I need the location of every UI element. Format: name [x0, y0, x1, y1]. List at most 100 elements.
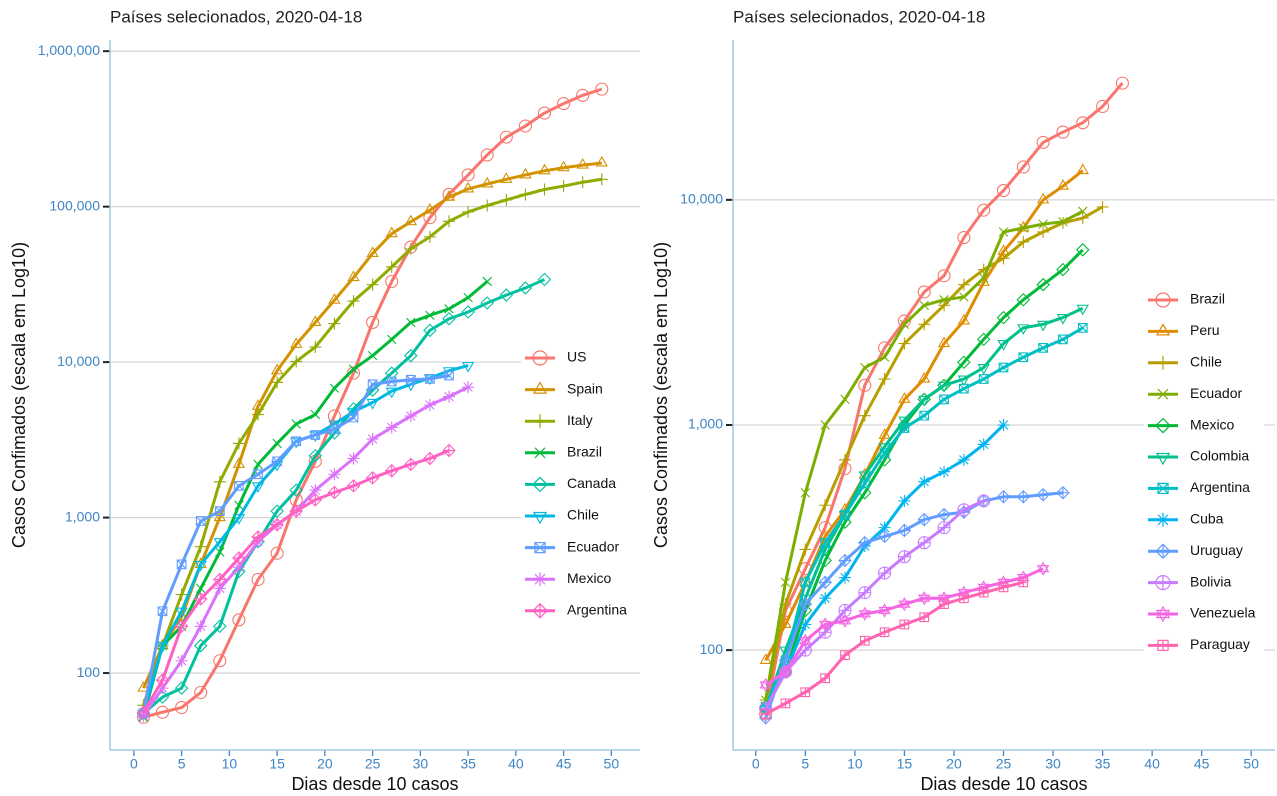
legend-marker — [1157, 388, 1169, 400]
legend-marker — [533, 572, 547, 587]
legend-label: Italy — [567, 412, 593, 428]
point-marker — [917, 536, 931, 550]
panel: Países selecionados, 2020-04-181001,0001… — [651, 7, 1275, 794]
point-marker — [348, 364, 359, 374]
point-marker — [820, 420, 830, 430]
point-marker — [819, 592, 832, 605]
series-line — [764, 169, 1084, 662]
point-marker — [272, 456, 282, 467]
point-marker — [482, 276, 492, 287]
legend-label: Ecuador — [567, 538, 619, 554]
point-marker — [329, 424, 340, 435]
legend-marker — [1155, 292, 1171, 308]
series-line — [764, 209, 1084, 701]
point-marker — [366, 278, 379, 291]
point-marker — [798, 597, 813, 611]
point-marker — [251, 572, 265, 587]
point-marker — [423, 203, 437, 214]
point-marker — [444, 304, 454, 314]
point-marker — [213, 619, 227, 634]
point-marker — [461, 362, 475, 373]
point-marker — [1077, 323, 1088, 333]
point-marker — [215, 547, 225, 557]
point-marker — [365, 471, 380, 485]
point-marker — [877, 529, 892, 544]
point-marker — [272, 438, 282, 449]
point-marker — [938, 465, 951, 478]
point-marker — [385, 421, 398, 434]
point-marker — [859, 478, 870, 489]
point-marker — [978, 587, 989, 598]
series-line — [142, 278, 546, 715]
series-line — [142, 385, 469, 717]
x-tick-label: 15 — [269, 756, 285, 772]
series-line — [141, 374, 450, 714]
point-marker — [194, 620, 207, 633]
y-tick-label: 10,000 — [57, 353, 100, 369]
point-marker — [308, 493, 323, 507]
y-axis-label: Casos Confimados (escala em Log10) — [9, 242, 29, 548]
series-line — [764, 567, 1044, 687]
point-marker — [957, 375, 971, 387]
point-marker — [576, 88, 590, 102]
point-marker — [213, 582, 226, 595]
point-marker — [879, 448, 890, 458]
legend-marker — [1157, 639, 1169, 652]
point-marker — [291, 419, 301, 429]
point-marker — [425, 310, 435, 321]
y-tick-label: 100,000 — [49, 197, 100, 213]
point-marker — [157, 606, 168, 617]
point-marker — [576, 158, 589, 169]
point-marker — [899, 319, 910, 330]
point-marker — [918, 371, 931, 383]
point-marker — [858, 606, 871, 621]
legend-label: Uruguay — [1190, 542, 1243, 558]
point-marker — [1058, 216, 1068, 227]
point-marker — [1036, 192, 1050, 204]
point-marker — [538, 163, 551, 175]
legend-marker — [1157, 482, 1169, 495]
x-tick-label: 20 — [317, 756, 333, 772]
point-marker — [232, 457, 246, 468]
legend-label: Argentina — [567, 602, 627, 618]
point-marker — [840, 509, 850, 520]
point-marker — [423, 230, 436, 243]
series-line — [142, 161, 602, 689]
point-marker — [405, 374, 416, 385]
legend-marker — [534, 541, 546, 554]
series-line — [764, 491, 1064, 719]
point-marker — [897, 523, 912, 538]
point-marker — [346, 366, 361, 380]
legend-label: Ecuador — [1190, 385, 1242, 401]
point-marker — [998, 362, 1009, 373]
point-marker — [937, 336, 951, 348]
point-marker — [917, 285, 931, 299]
point-marker — [1037, 225, 1050, 238]
point-marker — [938, 299, 951, 312]
point-marker — [347, 452, 360, 465]
point-marker — [406, 317, 416, 328]
point-marker — [232, 437, 245, 450]
point-marker — [289, 504, 303, 518]
point-marker — [213, 475, 226, 488]
point-marker — [858, 535, 872, 550]
point-marker — [404, 410, 417, 423]
point-marker — [899, 423, 910, 433]
point-marker — [404, 457, 418, 472]
legend: US Spain Italy Brazil Canada Chile Ecuador Mexi… — [521, 342, 641, 627]
point-marker — [423, 398, 436, 411]
point-marker — [366, 315, 380, 329]
point-marker — [481, 176, 494, 188]
point-marker — [997, 340, 1010, 351]
point-marker — [461, 305, 475, 319]
x-tick-label: 50 — [1243, 756, 1259, 772]
point-marker — [310, 409, 321, 420]
point-marker — [858, 471, 871, 483]
point-marker — [780, 698, 791, 709]
point-marker — [385, 274, 399, 289]
point-marker — [957, 313, 971, 325]
point-marker — [878, 373, 891, 386]
point-marker — [977, 438, 990, 451]
point-marker — [978, 273, 989, 283]
